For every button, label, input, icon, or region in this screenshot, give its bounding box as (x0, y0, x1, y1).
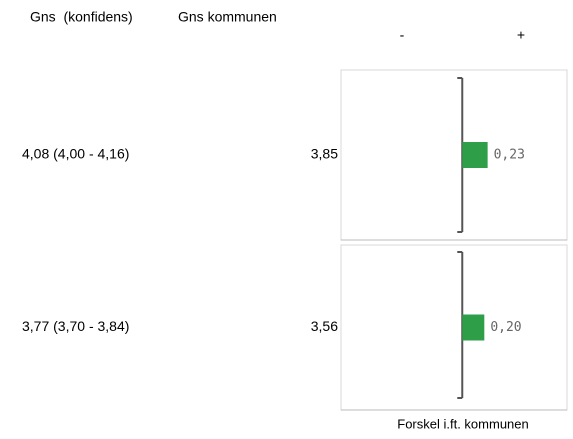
municipality-mean: 3,85 (311, 146, 338, 162)
negative-label: - (400, 27, 405, 43)
header: Gns (konfidens) (30, 9, 133, 25)
panel (340, 244, 568, 411)
value-label: 0,23 (494, 148, 525, 163)
panel (340, 69, 568, 241)
header: Gns kommunen (178, 9, 277, 25)
bar (462, 142, 488, 168)
positive-label: + (517, 27, 525, 43)
municipality-mean: 3,56 (311, 318, 338, 334)
bar (462, 314, 485, 341)
value-label: 0,20 (490, 320, 521, 335)
mean-confidence: 4,08 (4,00 - 4,16) (22, 146, 129, 162)
x-label: Forskel i.ft. kommunen (397, 416, 529, 431)
mean-confidence: 3,77 (3,70 - 3,84) (22, 318, 129, 334)
